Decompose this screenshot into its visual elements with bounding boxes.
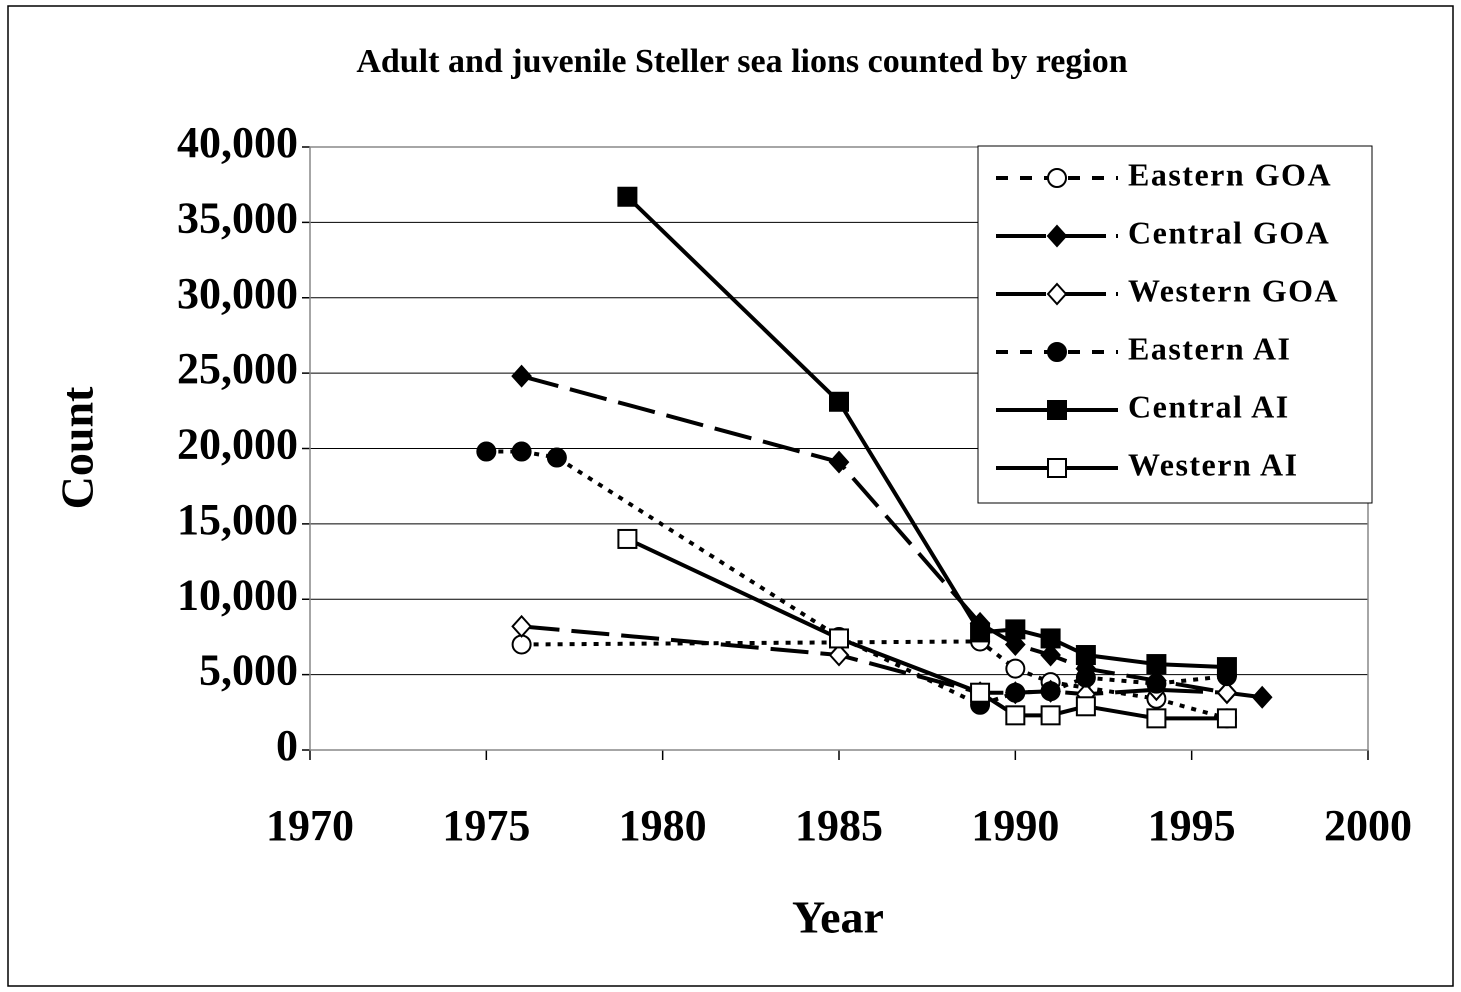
point [1047,400,1067,420]
y-tick-label: 15,000 [177,495,298,544]
point [511,441,532,462]
point [1005,658,1026,679]
point [1004,632,1026,656]
point [511,364,532,388]
legend: Eastern GOA Central GOA Western GOA Eastern… [977,145,1373,504]
point [1047,168,1067,188]
point [1046,282,1068,306]
chart-title: Adult and juvenile Steller sea lions cou… [356,43,1127,80]
point [1216,708,1237,729]
y-tick-label: 10,000 [177,570,298,619]
y-tick-label: 35,000 [177,193,298,242]
x-tick-label: 1975 [442,801,530,850]
x-tick-label: 1990 [971,801,1059,850]
y-tick-label: 20,000 [177,420,298,469]
point [828,643,850,667]
x-tick-label: 1985 [795,801,883,850]
point [1216,681,1238,705]
legend-label: Eastern AI [1128,330,1291,366]
legend-label: Central GOA [1128,214,1330,250]
point [1075,696,1096,717]
point [476,441,497,462]
point [829,391,849,412]
point [1046,224,1068,248]
point [617,528,638,549]
y-axis-label: Count [52,386,103,509]
y-tick-label: 25,000 [177,344,298,393]
point [1040,643,1061,667]
y-tick-label: 40,000 [177,118,298,167]
x-tick-label: 2000 [1324,801,1412,850]
x-tick-label: 1970 [266,801,354,850]
point [1040,705,1061,726]
point [970,622,991,643]
legend-label: Western GOA [1128,272,1339,308]
point [1047,458,1067,478]
point [1075,645,1096,666]
point [970,682,991,703]
point [1040,681,1061,702]
legend-label: Western AI [1128,446,1299,482]
series-line [521,639,1228,721]
point [1075,667,1096,688]
point [1005,619,1026,640]
point [1040,628,1061,649]
x-tick-label: 1995 [1148,801,1236,850]
legend-box [977,145,1373,504]
x-tick-label: 1980 [619,801,707,850]
point [511,614,532,638]
x-axis-label: Year [792,892,884,943]
point [1146,673,1167,694]
y-tick-label: 0 [276,721,298,770]
series-line [486,449,1228,707]
point [1216,657,1237,678]
series-line [626,195,1228,670]
point [828,450,850,474]
point [829,628,849,649]
point [1005,705,1026,726]
point [1146,654,1167,675]
y-tick-label: 30,000 [177,269,298,318]
legend-label: Central AI [1128,388,1290,424]
y-tick-label: 5,000 [199,646,298,695]
point [1251,685,1273,709]
point [1005,682,1026,703]
series-line [626,537,1227,721]
point [1146,708,1167,729]
point [1047,342,1067,362]
legend-label: Eastern GOA [1128,156,1332,192]
point [546,447,567,468]
point [511,634,532,655]
point [617,186,638,207]
